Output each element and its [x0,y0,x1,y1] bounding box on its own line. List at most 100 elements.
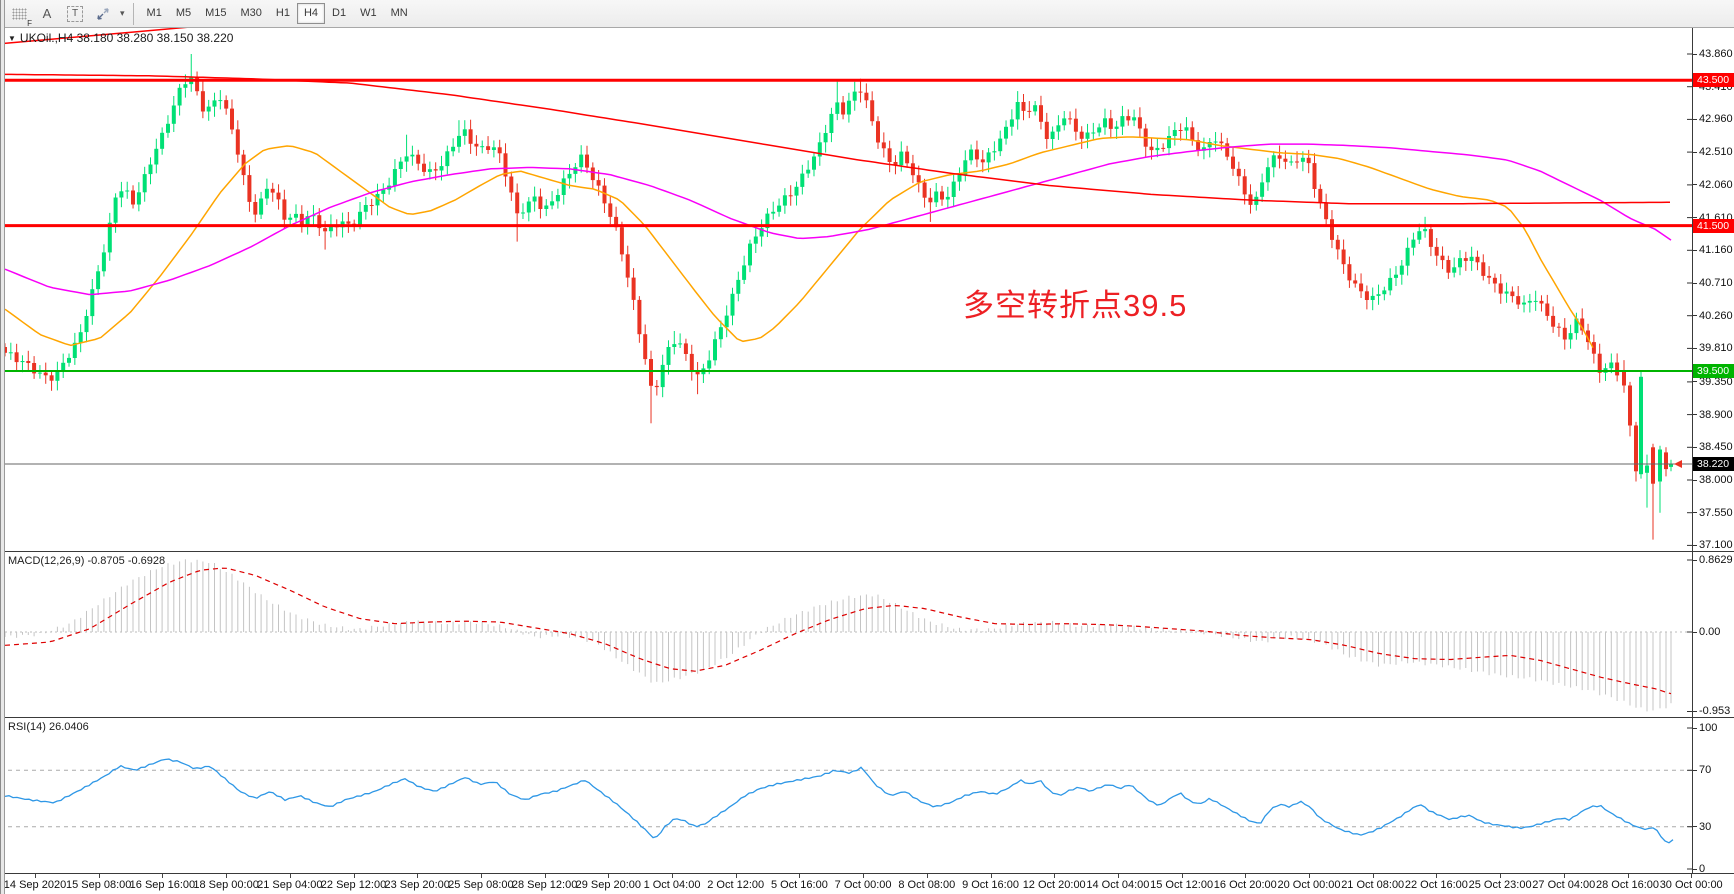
price-tick-40.260: 40.260 [1693,310,1734,322]
price-label-41.500: 41.500 [1693,218,1734,233]
macd-panel: MACD(12,26,9) -0.8705 -0.6928 [0,552,1734,718]
rsi-tick-0: 0 [1693,863,1734,875]
price-label-39.500: 39.500 [1693,363,1734,378]
macd-histogram [4,559,1672,712]
timeframe-button-MN[interactable]: MN [390,7,408,19]
time-tick [35,874,36,878]
rsi-tick-30: 30 [1693,821,1734,833]
ma-orange-line[interactable] [4,136,1594,349]
timeframe-button-M5[interactable]: M5 [175,7,192,19]
time-label: 15 Oct 12:00 [1150,879,1214,891]
time-tick [735,874,737,878]
macd-tick--0.953: -0.953 [1693,705,1734,717]
time-label: 29 Sep 20:00 [575,879,642,891]
price-tick-38.450: 38.450 [1693,441,1734,453]
candlesticks [3,54,1673,540]
toolbar-separator [132,2,134,25]
time-tick [1372,874,1374,878]
time-label: 1 Oct 04:00 [643,879,701,891]
time-label: 25 Sep 08:00 [448,879,514,891]
price-label-38.220: 38.220 [1693,457,1734,472]
time-tick [863,874,865,878]
price-tick-43.860: 43.860 [1693,48,1734,60]
last-price-arrow [1674,460,1682,468]
price-chart-panel: ▼ UKOil.,H4 38.180 38.280 38.150 38.220 多… [0,28,1734,552]
timeframe-button-H1[interactable]: H1 [275,7,290,19]
time-tick [1691,874,1693,878]
timeframe-button-H4[interactable]: H4 [296,3,326,24]
time-label: 15 Sep 08:00 [65,879,132,891]
rsi-tick-100: 100 [1693,722,1734,734]
time-tick [1563,874,1565,878]
time-tick [926,874,928,878]
time-tick [1117,874,1119,878]
time-tick [1500,874,1502,878]
time-axis: 14 Sep 2020 15 Sep 08:00 16 Sep 16:00 18 Se… [0,874,1734,894]
time-tick [1627,874,1629,878]
timeframe-button-M1[interactable]: M1 [146,7,162,19]
price-label-43.500: 43.500 [1693,73,1734,88]
time-label: 2 Oct 12:00 [707,879,765,891]
indicator-grid-icon[interactable]: F [8,4,32,28]
time-label: 5 Oct 16:00 [770,879,828,891]
chart-title: ▼ UKOil.,H4 38.180 38.280 38.150 38.220 [8,31,233,45]
time-tick [98,874,100,878]
diagonal-arrows-icon[interactable] [92,4,114,24]
time-label: 28 Sep 12:00 [511,879,578,891]
time-tick [289,874,291,878]
time-tick [1181,874,1183,878]
macd-tick-0.00: 0.00 [1693,626,1734,638]
chart-annotation[interactable]: 多空转折点39.5 [963,288,1188,323]
time-label: 12 Oct 20:00 [1022,879,1086,891]
timeframe-button-M30[interactable]: M30 [240,7,262,19]
price-tick-39.810: 39.810 [1693,342,1734,354]
price-tick-38.900: 38.900 [1693,409,1734,421]
time-tick [990,874,992,878]
toolbar: F A T ▾ M1 M5 M15 M30 H1 H4 D1 W1 MN [0,0,1734,28]
time-tick [608,874,610,878]
price-axis: 43.86043.41042.96042.51042.06041.61041.1… [1692,28,1734,875]
ma-magenta-line[interactable] [4,143,1672,296]
macd-canvas[interactable] [0,552,1692,717]
time-tick [1436,874,1438,878]
window-left-border [0,0,5,894]
price-tick-42.510: 42.510 [1693,146,1734,158]
time-label: 22 Sep 12:00 [320,879,387,891]
price-chart-canvas[interactable] [0,28,1692,551]
annotate-a-icon[interactable]: A [42,6,52,21]
time-tick [417,874,419,878]
price-tick-37.100: 37.100 [1693,539,1734,551]
timeframe-button-W1[interactable]: W1 [360,7,377,19]
time-label: 16 Sep 16:00 [129,879,196,891]
time-label: 23 Sep 20:00 [384,879,450,891]
time-label: 9 Oct 16:00 [962,879,1019,891]
text-box-icon[interactable]: T [64,4,86,24]
macd-tick-0.8629: 0.8629 [1693,554,1734,566]
trendline-segment[interactable] [0,28,206,45]
time-tick [226,874,228,878]
time-tick [1245,874,1247,878]
macd-label: MACD(12,26,9) -0.8705 -0.6928 [8,555,166,567]
macd-signal-line [4,567,1672,695]
time-label: 21 Sep 04:00 [257,879,323,891]
timeframe-group: M1 M5 M15 M30 H1 H4 D1 W1 MN [140,3,415,24]
price-tick-40.710: 40.710 [1693,277,1734,289]
time-tick [672,874,673,878]
rsi-label: RSI(14) 26.0406 [8,721,89,733]
collapse-icon[interactable]: ▼ [8,34,16,43]
price-tick-42.960: 42.960 [1693,113,1734,125]
time-label: 25 Oct 23:00 [1468,879,1532,891]
rsi-canvas[interactable] [0,718,1692,873]
dropdown-caret-icon[interactable]: ▾ [120,8,125,18]
timeframe-button-M15[interactable]: M15 [205,7,227,19]
time-tick [480,874,482,878]
time-label: 20 Oct 00:00 [1277,879,1341,891]
rsi-tick-70: 70 [1693,764,1734,776]
timeframe-button-D1[interactable]: D1 [332,7,347,19]
time-label: 14 Sep 2020 [3,879,67,891]
time-label: 21 Oct 08:00 [1341,879,1405,891]
price-tick-37.550: 37.550 [1693,507,1734,519]
price-tick-41.160: 41.160 [1693,244,1734,256]
time-label: 14 Oct 04:00 [1086,879,1150,891]
price-tick-38.000: 38.000 [1693,474,1734,486]
